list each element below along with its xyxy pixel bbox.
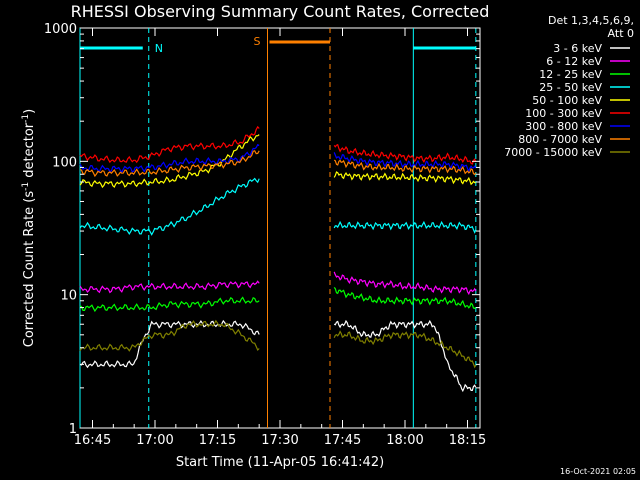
series-line-50-100keV bbox=[79, 134, 260, 189]
series-line-50-100keV bbox=[333, 171, 476, 186]
legend-label: 3 - 6 keV bbox=[553, 42, 602, 55]
x-tick-label: 16:45 bbox=[74, 433, 111, 448]
y-tick-label: 1000 bbox=[44, 22, 77, 37]
legend-label: 7000 - 15000 keV bbox=[504, 146, 602, 159]
x-axis: 16:45 17:00 17:15 17:30 17:45 18:00 18:15 bbox=[74, 28, 486, 448]
series-line-25-50keV bbox=[79, 177, 260, 236]
legend-label: 12 - 25 keV bbox=[539, 68, 602, 81]
legend-label: 6 - 12 keV bbox=[546, 55, 602, 68]
night-saa-markers: NS bbox=[79, 28, 477, 428]
series-line-12-25keV bbox=[333, 287, 477, 310]
y-axis: 1 10 100 1000 bbox=[44, 22, 480, 437]
x-tick-label: 17:45 bbox=[324, 433, 361, 448]
legend-label: 300 - 800 keV bbox=[525, 120, 602, 133]
x-axis-label: Start Time (11-Apr-05 16:41:42) bbox=[176, 455, 384, 470]
x-tick-label: 17:00 bbox=[136, 433, 173, 448]
series-line-6-12keV bbox=[333, 271, 477, 296]
series-line-3-6keV bbox=[79, 319, 260, 369]
x-tick-label: 17:15 bbox=[199, 433, 236, 448]
x-tick-label: 17:30 bbox=[261, 433, 298, 448]
series-line-100-300keV bbox=[333, 143, 477, 165]
y-tick-label: 100 bbox=[52, 155, 77, 170]
saa-label: S bbox=[254, 35, 261, 48]
series-line-300-800keV bbox=[333, 152, 477, 173]
series-line-800-7000keV bbox=[333, 159, 477, 176]
y-tick-label: 1 bbox=[69, 422, 77, 437]
legend-label: 50 - 100 keV bbox=[532, 94, 602, 107]
chart-title: RHESSI Observing Summary Count Rates, Co… bbox=[71, 2, 490, 21]
x-tick-label: 18:00 bbox=[386, 433, 423, 448]
y-tick-label: 10 bbox=[60, 289, 77, 304]
x-tick-label: 18:15 bbox=[449, 433, 486, 448]
legend-header-line-1: Det 1,3,4,5,6,9, bbox=[548, 14, 634, 27]
series-lines bbox=[79, 125, 477, 393]
series-line-7000-15000keV bbox=[79, 319, 260, 352]
night-label: N bbox=[155, 42, 163, 55]
legend-label: 25 - 50 keV bbox=[539, 81, 602, 94]
series-line-6-12keV bbox=[79, 280, 260, 294]
y-axis-label: Corrected Count Rate (s-1 detector-1) bbox=[21, 109, 37, 347]
series-line-800-7000keV bbox=[79, 150, 260, 178]
series-line-100-300keV bbox=[79, 125, 260, 164]
legend-label: 800 - 7000 keV bbox=[518, 133, 602, 146]
legend-label: 100 - 300 keV bbox=[525, 107, 602, 120]
legend-header-line-2: Att 0 bbox=[608, 27, 634, 40]
footer-timestamp: 16-Oct-2021 02:05 bbox=[560, 467, 636, 476]
series-line-7000-15000keV bbox=[333, 330, 477, 369]
plot-frame bbox=[79, 27, 481, 429]
series-line-25-50keV bbox=[333, 220, 477, 234]
series-line-3-6keV bbox=[333, 319, 477, 393]
series-line-12-25keV bbox=[79, 296, 260, 313]
